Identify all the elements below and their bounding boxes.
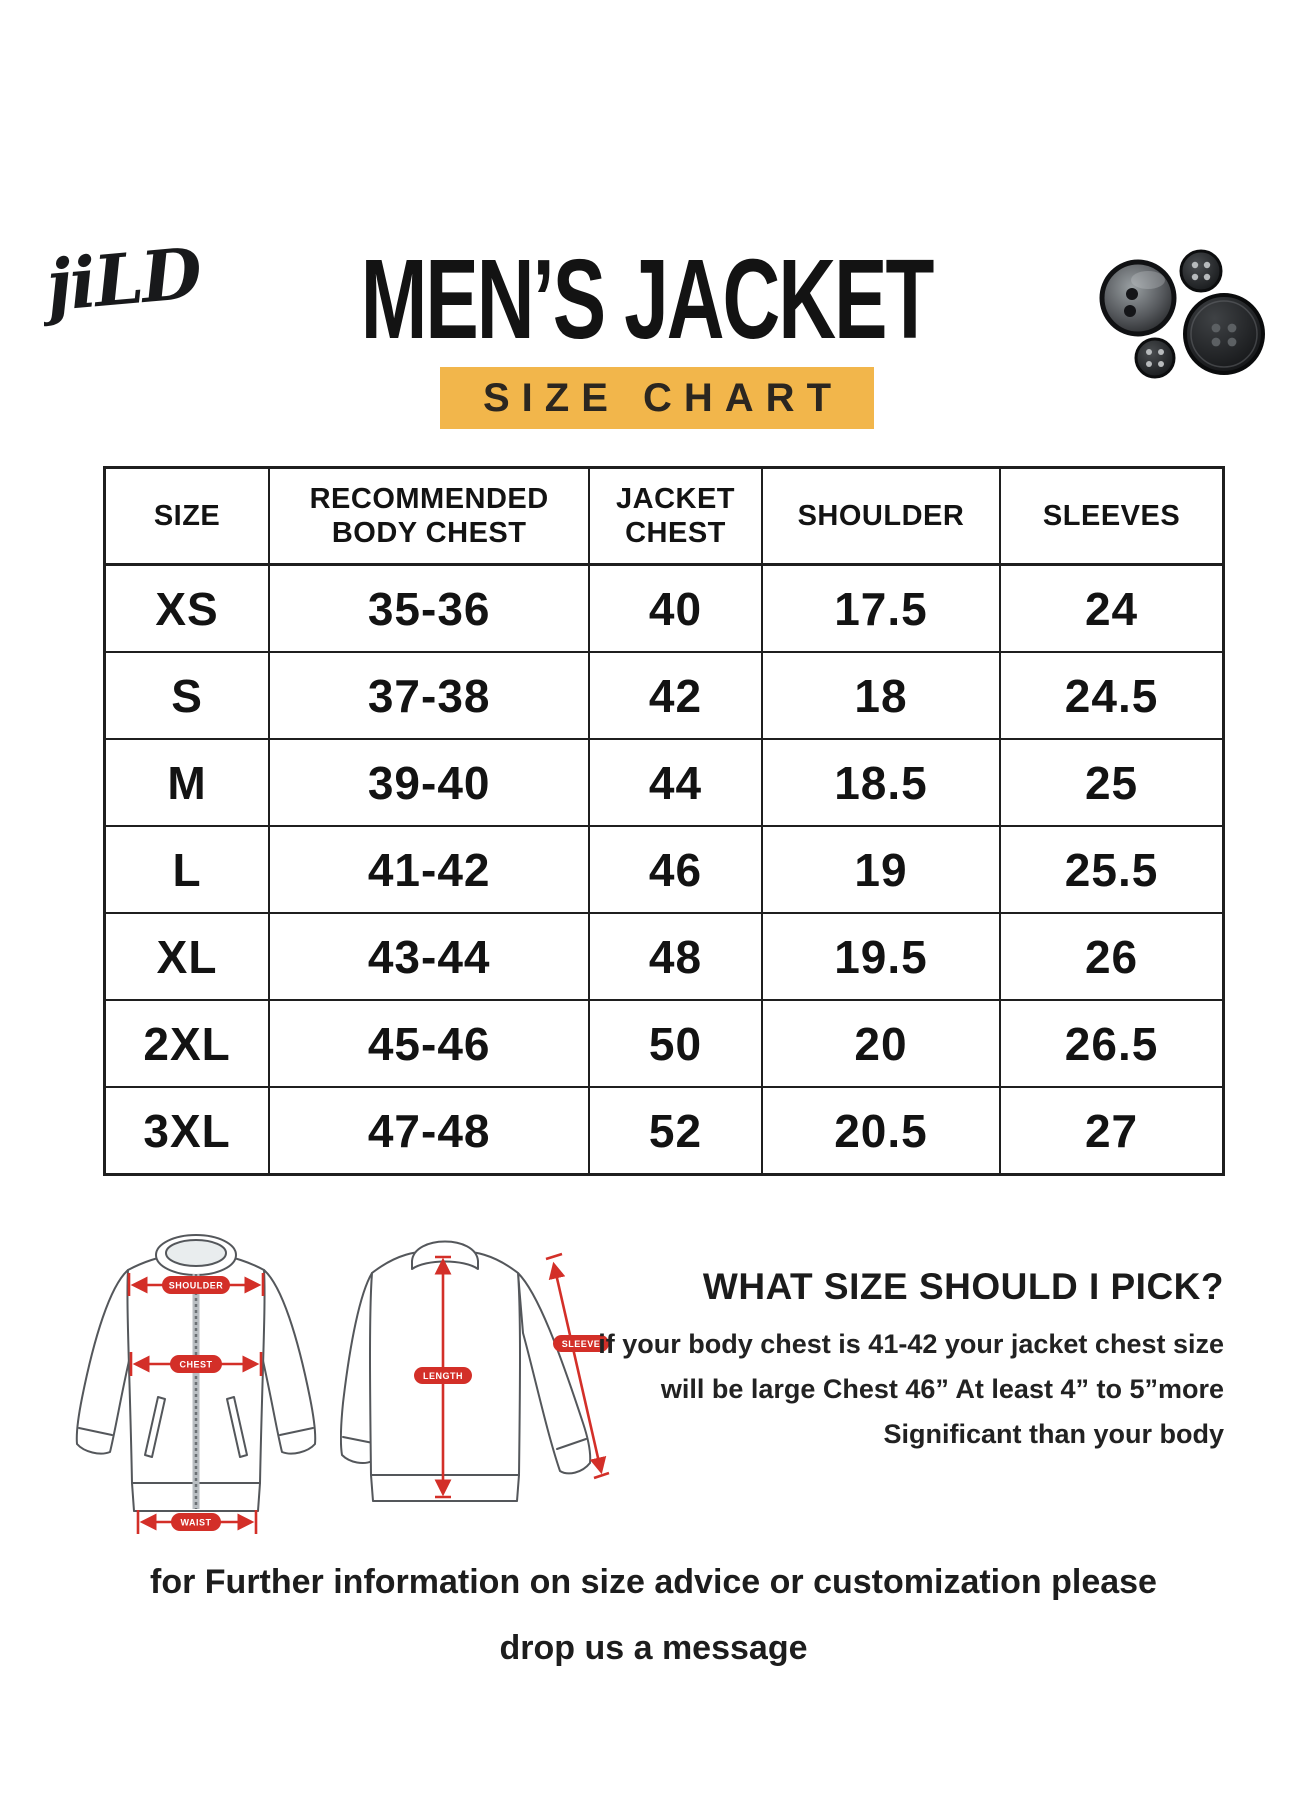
column-header: SIZE: [103, 466, 271, 566]
length-measure: LENGTH: [414, 1255, 472, 1499]
size-cell: M: [103, 738, 271, 827]
column-header: JACKET CHEST: [588, 466, 763, 566]
value-cell: 20: [760, 999, 1002, 1088]
advice-line: will be large Chest 46” At least 4” to 5…: [660, 1374, 1224, 1404]
value-cell: 43-44: [268, 912, 591, 1001]
value-cell: 24.5: [999, 651, 1225, 740]
size-advice-section: WHAT SIZE SHOULD I PICK? if your body ch…: [574, 1266, 1224, 1457]
shoulder-measure: SHOULDER: [127, 1273, 265, 1296]
value-cell: 19.5: [760, 912, 1002, 1001]
value-cell: 24: [999, 563, 1225, 653]
footer-line: drop us a message: [499, 1629, 808, 1667]
size-chart-banner-text: SIZE CHART: [483, 375, 843, 420]
table-row: 3XL 47-48 52 20.5 27: [103, 1086, 1225, 1176]
size-cell: 2XL: [103, 999, 271, 1088]
table-row: S 37-38 42 18 24.5: [103, 651, 1225, 740]
value-cell: 26: [999, 912, 1225, 1001]
page-title-text: MEN’S JACKET: [360, 235, 935, 363]
size-cell: S: [103, 651, 271, 740]
jacket-buttons-icon: [1099, 249, 1265, 379]
value-cell: 26.5: [999, 999, 1225, 1088]
back-left-cuff-line: [342, 1436, 374, 1444]
table-row: XL 43-44 48 19.5 26: [103, 912, 1225, 1001]
table-row: 2XL 45-46 50 20 26.5: [103, 999, 1225, 1088]
front-right-sleeve: [257, 1269, 317, 1455]
size-cell: XL: [103, 912, 271, 1001]
footer-note: for Further information on size advice o…: [0, 1549, 1293, 1681]
table-row: L 41-42 46 19 25.5: [103, 825, 1225, 914]
shoulder-measure-label: SHOULDER: [169, 1281, 224, 1291]
front-right-cuff-line: [279, 1427, 314, 1436]
large-four-hole-button-icon: [1183, 293, 1265, 375]
value-cell: 42: [588, 651, 763, 740]
value-cell: 52: [588, 1086, 763, 1176]
size-table-head-row: SIZE RECOMMENDED BODY CHEST JACKET CHEST SH…: [103, 466, 1225, 566]
front-left-sleeve: [75, 1269, 135, 1455]
length-measure-label: LENGTH: [423, 1371, 463, 1381]
size-cell: 3XL: [103, 1086, 271, 1176]
footer-line: for Further information on size advice o…: [150, 1563, 1157, 1601]
advice-line: if your body chest is 41-42 your jacket …: [598, 1329, 1224, 1359]
chest-measure: CHEST: [129, 1352, 263, 1376]
brand-logo-text: jiLD: [44, 231, 199, 328]
front-left-cuff-line: [78, 1427, 113, 1436]
size-cell: XS: [103, 563, 271, 653]
sleeve-measure: SLEEVE: [545, 1252, 610, 1480]
value-cell: 39-40: [268, 738, 591, 827]
value-cell: 37-38: [268, 651, 591, 740]
column-header: SHOULDER: [760, 466, 1002, 566]
value-cell: 17.5: [760, 563, 1002, 653]
value-cell: 19: [760, 825, 1002, 914]
column-header: SLEEVES: [999, 466, 1225, 566]
size-chart-banner: SIZE CHART: [440, 367, 874, 429]
value-cell: 18: [760, 651, 1002, 740]
jacket-back-diagram: LENGTH SLEEVE: [340, 1240, 610, 1502]
chest-measure-label: CHEST: [179, 1360, 212, 1370]
value-cell: 35-36: [268, 563, 591, 653]
value-cell: 40: [588, 563, 763, 653]
front-collar-inner: [165, 1239, 227, 1267]
jacket-front-diagram: SHOULDER CHEST WAIST: [75, 1234, 317, 1534]
brand-logo: jiLD: [44, 231, 199, 328]
size-table-body: XS 35-36 40 17.5 24 S 37-38 42 18 24.5 M 39-40 44 18.…: [103, 563, 1225, 1176]
sleeve-measure-label: SLEEVE: [562, 1339, 601, 1349]
front-left-pocket: [144, 1396, 166, 1458]
back-body: [369, 1249, 521, 1476]
value-cell: 41-42: [268, 825, 591, 914]
value-cell: 45-46: [268, 999, 591, 1088]
size-cell: L: [103, 825, 271, 914]
value-cell: 25.5: [999, 825, 1225, 914]
value-cell: 20.5: [760, 1086, 1002, 1176]
value-cell: 18.5: [760, 738, 1002, 827]
back-collar: [411, 1240, 479, 1270]
value-cell: 27: [999, 1086, 1225, 1176]
waist-measure: WAIST: [136, 1510, 258, 1534]
table-row: M 39-40 44 18.5 25: [103, 738, 1225, 827]
column-header: RECOMMENDED BODY CHEST: [268, 466, 591, 566]
value-cell: 46: [588, 825, 763, 914]
size-table: SIZE RECOMMENDED BODY CHEST JACKET CHEST SH…: [103, 466, 1225, 1176]
small-four-hole-button-icon: [1179, 249, 1223, 293]
page-title: MEN’S JACKET: [0, 242, 1293, 356]
value-cell: 50: [588, 999, 763, 1088]
advice-line: Significant than your body: [883, 1419, 1224, 1449]
value-cell: 44: [588, 738, 763, 827]
large-two-hole-button-icon: [1099, 259, 1177, 337]
table-row: XS 35-36 40 17.5 24: [103, 563, 1225, 653]
advice-heading: WHAT SIZE SHOULD I PICK?: [702, 1266, 1224, 1307]
value-cell: 25: [999, 738, 1225, 827]
small-four-hole-button-icon: [1134, 337, 1176, 379]
value-cell: 47-48: [268, 1086, 591, 1176]
front-right-pocket: [226, 1396, 248, 1458]
waist-measure-label: WAIST: [181, 1518, 212, 1528]
value-cell: 48: [588, 912, 763, 1001]
